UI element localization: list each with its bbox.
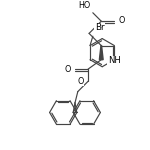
Text: O: O xyxy=(77,77,83,86)
Text: O: O xyxy=(118,16,124,25)
Text: Br: Br xyxy=(95,23,104,32)
Text: NH: NH xyxy=(108,56,121,65)
Text: HO: HO xyxy=(79,1,91,10)
Text: O: O xyxy=(65,64,71,74)
Polygon shape xyxy=(99,46,103,60)
